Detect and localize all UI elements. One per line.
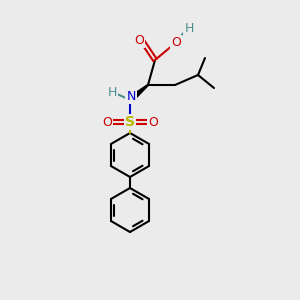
Text: H: H xyxy=(107,85,117,98)
Text: N: N xyxy=(126,89,136,103)
Text: O: O xyxy=(171,37,181,50)
Text: O: O xyxy=(134,34,144,46)
Text: H: H xyxy=(184,22,194,34)
Text: S: S xyxy=(125,115,135,129)
Text: O: O xyxy=(102,116,112,128)
Polygon shape xyxy=(128,85,148,102)
Text: O: O xyxy=(148,116,158,128)
